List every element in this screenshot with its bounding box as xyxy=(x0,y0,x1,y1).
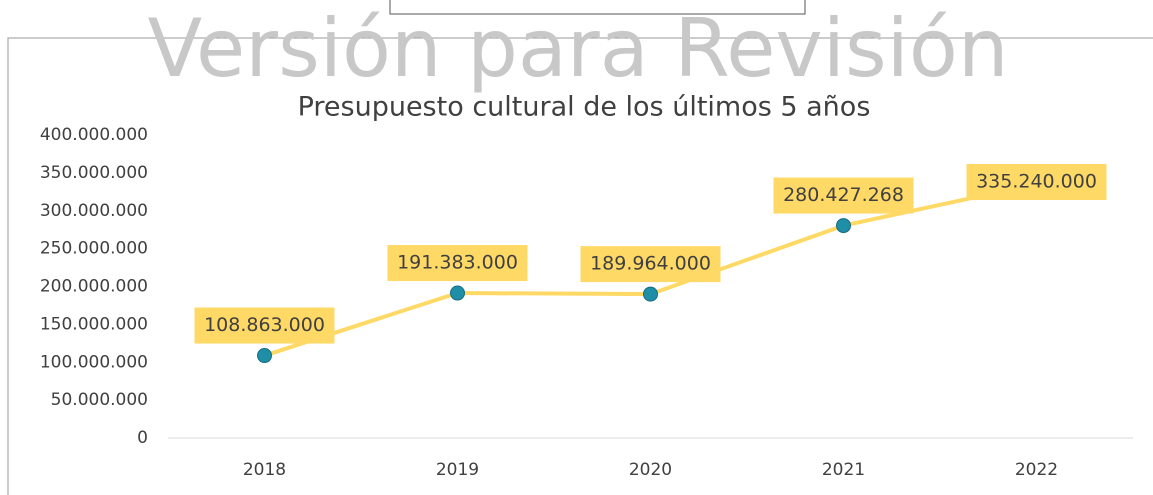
y-tick-label: 400.000.000 xyxy=(40,125,148,145)
data-label: 280.427.268 xyxy=(783,184,904,206)
y-tick-label: 350.000.000 xyxy=(40,163,148,183)
y-tick-label: 150.000.000 xyxy=(40,314,148,334)
y-tick-label: 200.000.000 xyxy=(40,277,148,297)
x-tick-label: 2018 xyxy=(243,460,286,480)
header-box xyxy=(389,0,806,15)
y-tick-label: 100.000.000 xyxy=(40,352,148,372)
point xyxy=(257,348,272,364)
data-label: 189.964.000 xyxy=(590,253,711,275)
chart-frame xyxy=(7,37,1153,495)
x-tick-label: 2022 xyxy=(1015,460,1058,480)
x-tick-label: 2021 xyxy=(822,460,865,480)
data-label-box xyxy=(773,177,914,214)
watermark: Versión para Revisión xyxy=(147,2,1008,95)
point xyxy=(643,286,658,302)
point xyxy=(450,285,465,301)
y-tick-label: 0 xyxy=(137,428,148,448)
y-tick-label: 50.000.000 xyxy=(51,390,148,410)
point xyxy=(836,218,851,234)
y-tick-label: 300.000.000 xyxy=(40,201,148,221)
x-tick-label: 2020 xyxy=(629,460,672,480)
data-label-box xyxy=(580,246,721,283)
x-tick-label: 2019 xyxy=(436,460,479,480)
data-label: 108.863.000 xyxy=(204,314,325,336)
data-label-box xyxy=(194,307,335,344)
data-label: 191.383.000 xyxy=(397,252,518,274)
data-label-box xyxy=(966,164,1107,200)
data-label-box xyxy=(387,245,528,282)
chart-title: Presupuesto cultural de los últimos 5 añ… xyxy=(298,92,871,123)
data-label: 335.240.000 xyxy=(976,171,1097,193)
y-tick-label: 250.000.000 xyxy=(40,239,148,259)
